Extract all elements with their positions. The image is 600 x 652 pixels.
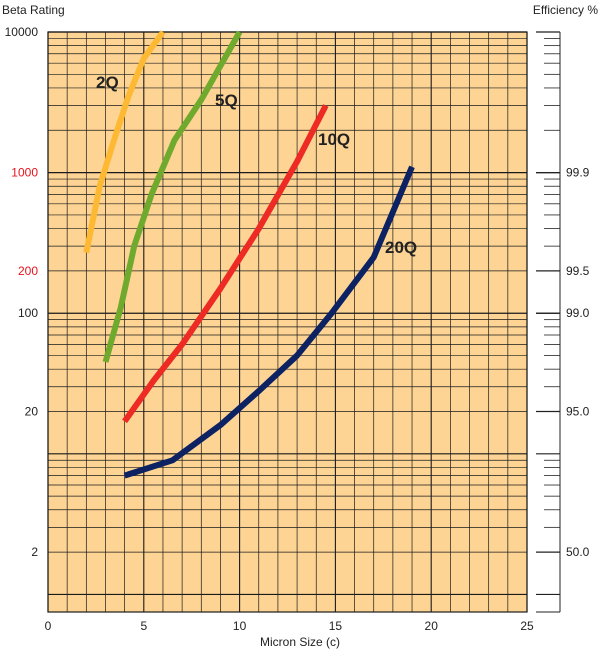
series-label-20q: 20Q (385, 238, 417, 257)
y-tick-label: 2 (31, 545, 38, 559)
efficiency-tick-label: 99.5 (566, 264, 590, 278)
x-tick-label: 20 (425, 619, 439, 633)
x-tick-label: 15 (329, 619, 343, 633)
y-tick-label: 200 (18, 264, 38, 278)
series-line-2q (83, 30, 166, 254)
y-axis-title: Beta Rating (2, 3, 65, 17)
efficiency-tick-label: 99.0 (566, 306, 590, 320)
series-line-10q (122, 104, 329, 424)
grid-lines (47, 31, 528, 613)
x-tick-label: 10 (233, 619, 247, 633)
efficiency-axis-title: Efficiency % (533, 3, 598, 17)
series-line-20q (123, 165, 415, 479)
series-label-2q: 2Q (96, 73, 119, 92)
x-axis-ticks: 0 5 10 15 20 25 (45, 619, 534, 633)
series-label-5q: 5Q (215, 91, 238, 110)
plot-border (47, 31, 528, 613)
x-tick-label: 25 (520, 619, 534, 633)
x-tick-label: 0 (45, 619, 52, 633)
efficiency-tick-label: 95.0 (566, 404, 590, 418)
y-tick-label: 100 (18, 306, 38, 320)
y-tick-label: 1000 (11, 166, 38, 180)
y-tick-label: 10000 (5, 25, 39, 39)
y-axis-ticks: 10000 1000 200 100 20 2 (5, 25, 39, 559)
series-labels: 2Q 5Q 10Q 20Q (96, 73, 417, 257)
plot-area (48, 32, 527, 612)
x-tick-label: 5 (140, 619, 147, 633)
x-axis-title: Micron Size (c) (260, 635, 340, 649)
data-series (83, 30, 415, 479)
efficiency-axis: 99.9 99.5 99.0 95.0 50.0 (536, 31, 590, 613)
series-label-10q: 10Q (318, 130, 350, 149)
efficiency-tick-label: 50.0 (566, 545, 590, 559)
efficiency-tick-label: 99.9 (566, 166, 590, 180)
series-line-5q (102, 30, 243, 363)
y-tick-label: 20 (25, 404, 39, 418)
